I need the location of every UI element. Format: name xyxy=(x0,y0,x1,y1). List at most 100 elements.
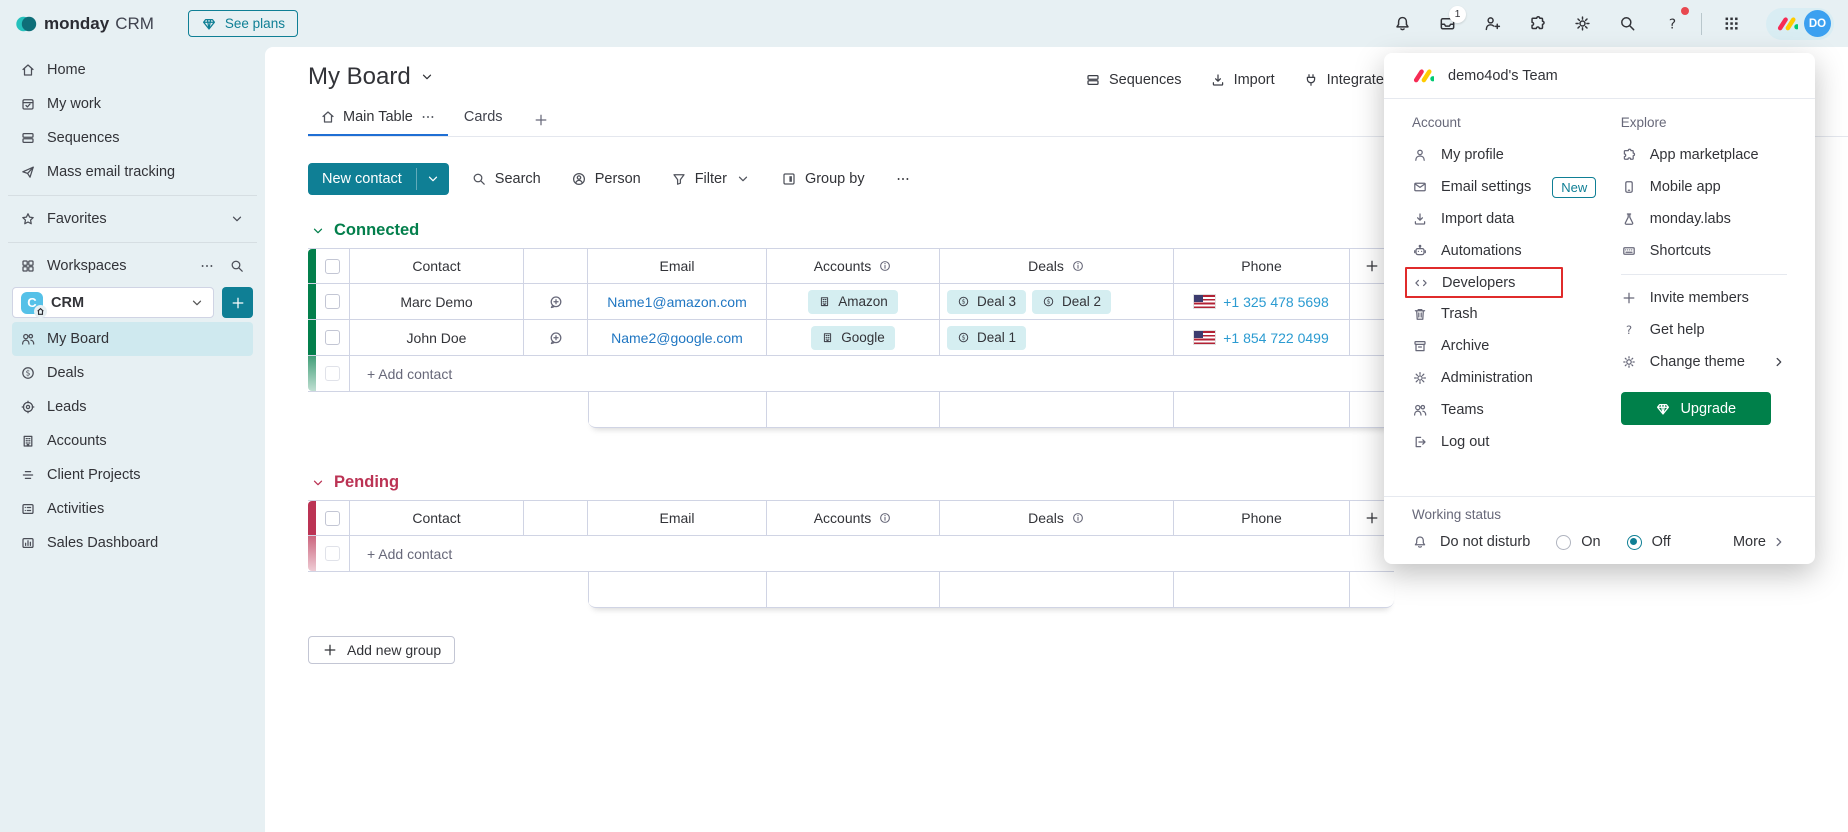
sidebar-board-deals[interactable]: $ Deals xyxy=(12,356,253,390)
menu-item-monday-labs[interactable]: monday.labs xyxy=(1621,203,1787,235)
brand[interactable]: monday CRM xyxy=(44,14,154,34)
import-button[interactable]: Import xyxy=(1210,72,1275,88)
collapse-group-icon[interactable] xyxy=(310,223,326,239)
deal-chip[interactable]: $ Deal 1 xyxy=(947,325,1027,350)
column-header-accounts[interactable]: Accounts xyxy=(767,249,940,283)
select-all-cell[interactable] xyxy=(316,249,350,283)
menu-item-email-settings[interactable]: Email settings New xyxy=(1412,171,1621,203)
group-title[interactable]: Pending xyxy=(308,473,1848,492)
sidebar-item-workspaces[interactable]: Workspaces xyxy=(12,249,253,283)
person-filter-button[interactable]: Person xyxy=(563,163,649,195)
menu-item-developers[interactable]: Developers xyxy=(1405,267,1563,298)
sequences-button[interactable]: Sequences xyxy=(1085,72,1182,88)
sidebar-board-leads[interactable]: Leads xyxy=(12,390,253,424)
toolbar-more-icon[interactable] xyxy=(887,163,919,195)
add-view-button[interactable] xyxy=(519,112,563,136)
menu-item-change-theme[interactable]: Change theme xyxy=(1621,346,1787,378)
deals-cell[interactable]: $ Deal 3 $ Deal 2 xyxy=(940,284,1174,319)
upgrade-button[interactable]: Upgrade xyxy=(1620,392,1771,425)
tab-options-icon[interactable] xyxy=(420,109,436,125)
tab-cards[interactable]: Cards xyxy=(463,108,503,125)
account-chip[interactable]: Google xyxy=(811,325,895,350)
dnd-on-label[interactable]: On xyxy=(1581,534,1601,550)
menu-item-teams[interactable]: Teams xyxy=(1412,394,1621,426)
column-header-accounts[interactable]: Accounts xyxy=(767,501,940,535)
email-cell[interactable]: Name2@google.com xyxy=(588,320,767,355)
apps-marketplace-icon[interactable] xyxy=(1527,14,1547,34)
dnd-off-label[interactable]: Off xyxy=(1651,534,1671,550)
board-title-row[interactable]: My Board xyxy=(308,63,1848,91)
info-icon[interactable] xyxy=(1071,259,1085,273)
open-item-chat-cell[interactable] xyxy=(524,284,588,319)
see-plans-button[interactable]: See plans xyxy=(187,10,298,37)
menu-item-log-out[interactable]: Log out xyxy=(1412,426,1621,458)
deal-chip[interactable]: $ Deal 3 xyxy=(947,289,1027,314)
chevron-down-icon[interactable] xyxy=(419,69,435,85)
select-all-checkbox[interactable] xyxy=(325,258,340,274)
more-options-icon[interactable] xyxy=(199,258,215,274)
workspace-search-icon[interactable] xyxy=(229,258,245,274)
column-header-phone[interactable]: Phone xyxy=(1174,501,1350,535)
new-contact-caret-icon[interactable] xyxy=(417,163,449,195)
column-header-contact[interactable]: Contact xyxy=(350,249,524,283)
dnd-off-radio[interactable] xyxy=(1626,534,1642,550)
deal-chip[interactable]: $ Deal 2 xyxy=(1032,289,1112,314)
filter-button[interactable]: Filter xyxy=(663,163,759,195)
tab-main-table[interactable]: Main Table xyxy=(308,99,448,136)
help-icon[interactable]: ? xyxy=(1662,6,1689,34)
menu-item-trash[interactable]: Trash xyxy=(1412,298,1621,330)
info-icon[interactable] xyxy=(878,259,892,273)
sidebar-item-mass-email-tracking[interactable]: Mass email tracking xyxy=(12,155,253,189)
sidebar-board-activities[interactable]: Activities xyxy=(12,492,253,526)
deals-cell[interactable]: $ Deal 1 xyxy=(940,320,1174,355)
column-header-deals[interactable]: Deals xyxy=(940,249,1174,283)
accounts-cell[interactable]: Amazon xyxy=(767,284,940,319)
column-header-phone[interactable]: Phone xyxy=(1174,249,1350,283)
chevron-down-icon[interactable] xyxy=(735,171,751,187)
chat-plus-icon[interactable] xyxy=(548,330,564,346)
account-avatar-pill[interactable]: DO xyxy=(1766,7,1834,40)
email-cell[interactable]: Name1@amazon.com xyxy=(588,284,767,319)
open-item-chat-cell[interactable] xyxy=(524,320,588,355)
column-header-contact[interactable]: Contact xyxy=(350,501,524,535)
row-checkbox[interactable] xyxy=(325,330,340,345)
working-status-more-link[interactable]: More xyxy=(1733,534,1787,550)
menu-item-my-profile[interactable]: My profile xyxy=(1412,139,1621,171)
avatar[interactable]: DO xyxy=(1804,10,1831,37)
group-by-button[interactable]: Group by xyxy=(773,163,873,195)
chevron-down-icon[interactable] xyxy=(229,211,245,227)
chat-plus-icon[interactable] xyxy=(548,294,564,310)
account-chip[interactable]: Amazon xyxy=(808,289,898,314)
column-header-email[interactable]: Email xyxy=(588,501,767,535)
add-contact-row[interactable]: + Add contact xyxy=(308,536,1394,572)
sidebar-board-sales-dashboard[interactable]: Sales Dashboard xyxy=(12,526,253,560)
info-icon[interactable] xyxy=(878,511,892,525)
group-title[interactable]: Connected xyxy=(308,221,1848,240)
row-checkbox[interactable] xyxy=(325,294,340,309)
sidebar-board-client-projects[interactable]: Client Projects xyxy=(12,458,253,492)
menu-item-import-data[interactable]: Import data xyxy=(1412,203,1621,235)
sidebar-item-favorites[interactable]: Favorites xyxy=(12,202,253,236)
inbox-icon[interactable]: 1 xyxy=(1437,5,1466,34)
menu-item-get-help[interactable]: ? Get help xyxy=(1621,314,1787,346)
invite-members-icon[interactable] xyxy=(1482,14,1502,34)
integrate-button[interactable]: Integrate xyxy=(1303,72,1384,88)
menu-item-invite-members[interactable]: Invite members xyxy=(1621,282,1787,314)
new-contact-button[interactable]: New contact xyxy=(308,163,449,195)
info-icon[interactable] xyxy=(1071,511,1085,525)
menu-item-automations[interactable]: Automations xyxy=(1412,235,1621,267)
menu-item-app-marketplace[interactable]: App marketplace xyxy=(1621,139,1787,171)
search-button[interactable]: Search xyxy=(463,163,549,195)
settings-icon[interactable] xyxy=(1572,14,1592,34)
contact-name-cell[interactable]: Marc Demo xyxy=(350,284,524,319)
notifications-icon[interactable] xyxy=(1392,14,1412,34)
menu-item-shortcuts[interactable]: Shortcuts xyxy=(1621,235,1787,267)
add-contact-button[interactable]: + Add contact xyxy=(367,365,453,382)
sidebar-item-my-work[interactable]: My work xyxy=(12,87,253,121)
workspace-switcher[interactable]: C CRM xyxy=(12,287,214,318)
menu-item-administration[interactable]: Administration xyxy=(1412,362,1621,394)
sidebar-item-sequences[interactable]: Sequences xyxy=(12,121,253,155)
product-switcher-icon[interactable] xyxy=(1721,14,1741,34)
phone-cell[interactable]: +1 325 478 5698 xyxy=(1174,284,1350,319)
sidebar-board-accounts[interactable]: Accounts xyxy=(12,424,253,458)
